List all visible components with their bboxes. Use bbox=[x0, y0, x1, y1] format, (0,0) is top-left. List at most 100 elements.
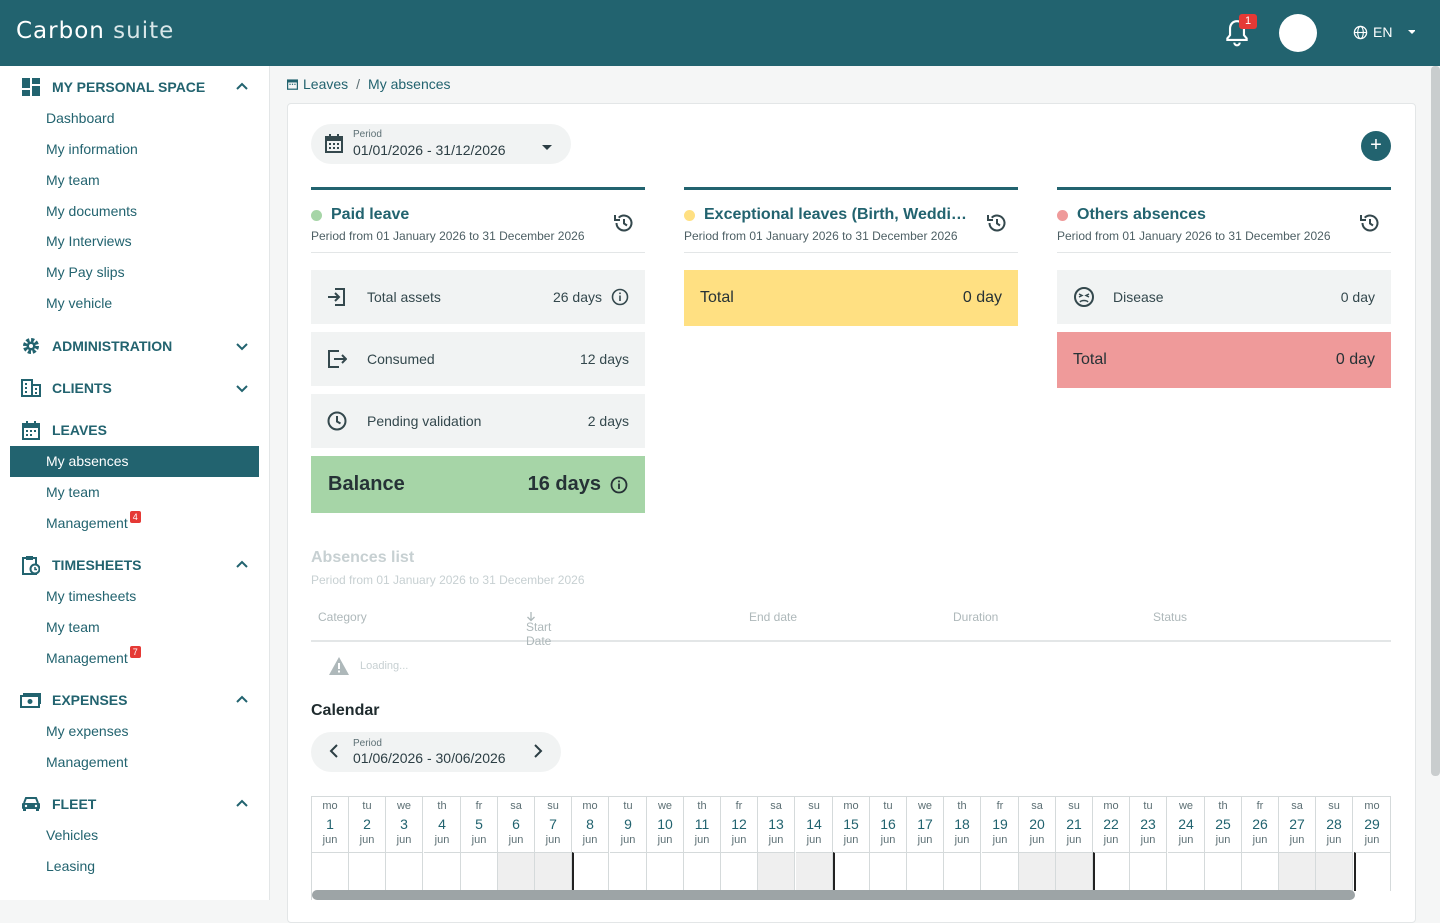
sidebar-section-clients[interactable]: CLIENTS bbox=[20, 375, 250, 401]
calendar-cell[interactable] bbox=[721, 852, 757, 891]
calendar-day[interactable]: tu 23 jun bbox=[1130, 797, 1167, 891]
app-logo[interactable]: Carbon suite bbox=[16, 18, 175, 44]
calendar-cell[interactable] bbox=[982, 852, 1018, 891]
calendar-day[interactable]: fr 19 jun bbox=[982, 797, 1019, 891]
calendar-cell[interactable] bbox=[1093, 852, 1129, 891]
sidebar-section-timesheets[interactable]: TIMESHEETS bbox=[20, 552, 250, 578]
calendar-cell[interactable] bbox=[647, 852, 683, 891]
column-duration[interactable]: Duration bbox=[953, 610, 999, 624]
chevron-down-icon[interactable] bbox=[234, 338, 250, 354]
breadcrumb-leaves[interactable]: Leaves bbox=[303, 76, 349, 92]
calendar-day[interactable]: mo 29 jun bbox=[1354, 797, 1391, 891]
calendar-day[interactable]: we 24 jun bbox=[1168, 797, 1205, 891]
sidebar-item-my-timesheets[interactable]: My timesheets bbox=[46, 588, 137, 604]
column-status[interactable]: Status bbox=[1153, 610, 1188, 624]
calendar-cell[interactable] bbox=[572, 852, 608, 891]
sidebar-item-my-absences[interactable]: My absences bbox=[10, 446, 259, 477]
calendar-day[interactable]: sa 20 jun bbox=[1019, 797, 1056, 891]
language-selector[interactable]: EN bbox=[1353, 24, 1416, 40]
calendar-cell[interactable] bbox=[907, 852, 943, 891]
sidebar-section-personal-space[interactable]: MY PERSONAL SPACE bbox=[20, 74, 250, 100]
sidebar-item-my-pay-slips[interactable]: My Pay slips bbox=[46, 264, 125, 280]
calendar-cell[interactable] bbox=[1019, 852, 1055, 891]
history-icon[interactable] bbox=[1359, 212, 1381, 239]
sidebar-item-dashboard[interactable]: Dashboard bbox=[46, 110, 115, 126]
calendar-day[interactable]: th 4 jun bbox=[424, 797, 461, 891]
period-selector[interactable]: Period 01/01/2026 - 31/12/2026 bbox=[311, 124, 571, 164]
add-absence-button[interactable]: + bbox=[1361, 131, 1391, 161]
calendar-day[interactable]: mo 15 jun bbox=[833, 797, 870, 891]
calendar-cell[interactable] bbox=[1168, 852, 1204, 891]
sidebar-item-leaves-my-team[interactable]: My team bbox=[46, 484, 100, 500]
calendar-cell[interactable] bbox=[535, 852, 571, 891]
calendar-day[interactable]: th 11 jun bbox=[684, 797, 721, 891]
calendar-day[interactable]: sa 27 jun bbox=[1279, 797, 1316, 891]
calendar-day[interactable]: sa 13 jun bbox=[758, 797, 795, 891]
sidebar-section-administration[interactable]: ADMINISTRATION bbox=[20, 333, 250, 359]
calendar-day[interactable]: we 17 jun bbox=[907, 797, 944, 891]
calendar-cell[interactable] bbox=[870, 852, 906, 891]
calendar-cell[interactable] bbox=[1354, 852, 1390, 891]
sidebar-item-timesheets-my-team[interactable]: My team bbox=[46, 619, 100, 635]
sidebar-item-my-team[interactable]: My team bbox=[46, 172, 100, 188]
calendar-day[interactable]: fr 26 jun bbox=[1242, 797, 1279, 891]
history-icon[interactable] bbox=[613, 212, 635, 239]
sidebar-section-leaves[interactable]: LEAVES bbox=[20, 417, 250, 443]
calendar-cell[interactable] bbox=[1279, 852, 1315, 891]
calendar-day[interactable]: su 7 jun bbox=[535, 797, 572, 891]
calendar-cell[interactable] bbox=[312, 852, 348, 891]
sidebar-item-my-vehicle[interactable]: My vehicle bbox=[46, 295, 113, 311]
chevron-up-icon[interactable] bbox=[234, 557, 250, 573]
calendar-day[interactable]: fr 12 jun bbox=[721, 797, 758, 891]
sidebar-item-vehicles[interactable]: Vehicles bbox=[46, 827, 99, 843]
calendar-cell[interactable] bbox=[758, 852, 794, 891]
sidebar-item-timesheets-management[interactable]: Management 7 bbox=[46, 646, 141, 668]
info-icon[interactable] bbox=[610, 476, 628, 494]
chevron-down-icon[interactable] bbox=[234, 380, 250, 396]
calendar-cell[interactable] bbox=[349, 852, 385, 891]
calendar-day[interactable]: su 28 jun bbox=[1316, 797, 1353, 891]
sidebar-item-my-documents[interactable]: My documents bbox=[46, 203, 138, 219]
calendar-cell[interactable] bbox=[1056, 852, 1092, 891]
calendar-cell[interactable] bbox=[498, 852, 534, 891]
calendar-day[interactable]: su 21 jun bbox=[1056, 797, 1093, 891]
user-avatar[interactable] bbox=[1279, 14, 1317, 52]
calendar-day[interactable]: th 18 jun bbox=[944, 797, 981, 891]
calendar-day[interactable]: tu 16 jun bbox=[870, 797, 907, 891]
sidebar-item-leasing[interactable]: Leasing bbox=[46, 858, 96, 874]
calendar-cell[interactable] bbox=[833, 852, 869, 891]
column-category[interactable]: Category bbox=[318, 610, 367, 624]
chevron-up-icon[interactable] bbox=[234, 692, 250, 708]
page-vertical-scrollbar[interactable] bbox=[1431, 66, 1440, 776]
calendar-day[interactable]: tu 2 jun bbox=[349, 797, 386, 891]
column-start-date[interactable]: Start Date bbox=[526, 610, 551, 648]
calendar-cell[interactable] bbox=[1205, 852, 1241, 891]
calendar-day[interactable]: mo 1 jun bbox=[312, 797, 349, 891]
column-end-date[interactable]: End date bbox=[749, 610, 798, 624]
sidebar-item-expenses-management[interactable]: Management bbox=[46, 754, 128, 770]
calendar-cell[interactable] bbox=[944, 852, 980, 891]
chevron-up-icon[interactable] bbox=[234, 79, 250, 95]
chevron-up-icon[interactable] bbox=[234, 796, 250, 812]
calendar-horizontal-scrollbar[interactable] bbox=[312, 890, 1355, 900]
history-icon[interactable] bbox=[986, 212, 1008, 239]
chevron-right-icon[interactable] bbox=[533, 744, 543, 763]
calendar-cell[interactable] bbox=[1316, 852, 1352, 891]
calendar-cell[interactable] bbox=[386, 852, 422, 891]
calendar-cell[interactable] bbox=[461, 852, 497, 891]
calendar-day[interactable]: su 14 jun bbox=[796, 797, 833, 891]
calendar-cell[interactable] bbox=[424, 852, 460, 891]
calendar-day[interactable]: we 3 jun bbox=[386, 797, 423, 891]
calendar-cell[interactable] bbox=[610, 852, 646, 891]
sidebar-section-expenses[interactable]: EXPENSES bbox=[20, 687, 250, 713]
calendar-cell[interactable] bbox=[796, 852, 832, 891]
calendar-day[interactable]: we 10 jun bbox=[647, 797, 684, 891]
sidebar-item-my-information[interactable]: My information bbox=[46, 141, 138, 157]
calendar-day[interactable]: tu 9 jun bbox=[610, 797, 647, 891]
sidebar-item-my-interviews[interactable]: My Interviews bbox=[46, 233, 132, 249]
calendar-cell[interactable] bbox=[684, 852, 720, 891]
chevron-left-icon[interactable] bbox=[329, 744, 339, 763]
calendar-cell[interactable] bbox=[1130, 852, 1166, 891]
calendar-cell[interactable] bbox=[1242, 852, 1278, 891]
calendar-day[interactable]: mo 22 jun bbox=[1093, 797, 1130, 891]
